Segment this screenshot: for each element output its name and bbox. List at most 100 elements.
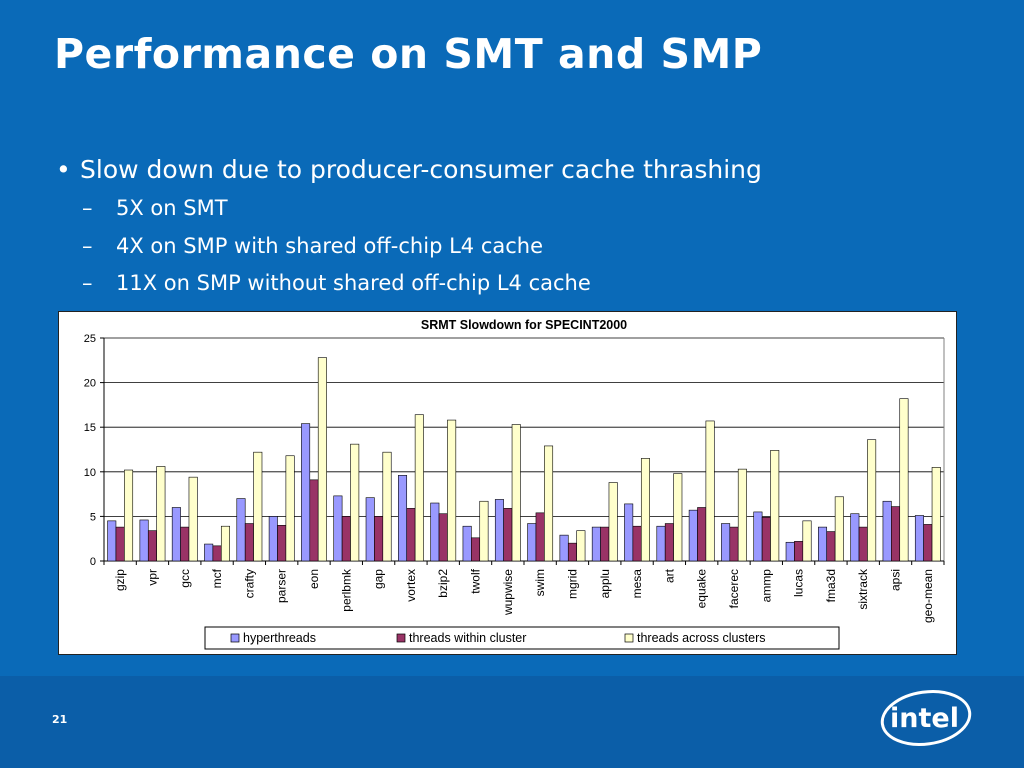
bar-threads-across-clusters: [156, 466, 166, 562]
bar-hyperthreads: [559, 534, 569, 562]
bar-threads-within-cluster: [471, 537, 481, 562]
bar-threads-across-clusters: [220, 525, 230, 562]
bar-hyperthreads: [430, 502, 440, 562]
y-tick-label: 10: [84, 467, 96, 479]
bar-hyperthreads: [365, 497, 375, 562]
legend-swatch: [624, 633, 634, 643]
bar-hyperthreads: [333, 495, 343, 562]
bar-threads-across-clusters: [479, 500, 489, 562]
bar-threads-across-clusters: [382, 451, 392, 562]
x-tick-label: art: [662, 568, 676, 583]
x-tick-label: gcc: [178, 569, 192, 588]
legend-swatch: [396, 633, 406, 643]
bar-threads-across-clusters: [608, 482, 618, 562]
bar-threads-within-cluster: [567, 542, 577, 562]
x-tick-label: equake: [695, 569, 709, 609]
x-tick-label: ammp: [759, 569, 773, 603]
x-tick-label: mcf: [210, 568, 224, 588]
bar-hyperthreads: [688, 509, 698, 562]
x-tick-label: vortex: [404, 569, 418, 602]
bar-threads-across-clusters: [317, 357, 327, 562]
bar-threads-across-clusters: [802, 520, 812, 562]
bar-threads-across-clusters: [737, 468, 747, 562]
bar-hyperthreads: [139, 519, 149, 562]
bar-threads-within-cluster: [600, 526, 610, 562]
bar-threads-within-cluster: [309, 479, 319, 562]
sub-bullet-text: 5X on SMT: [116, 196, 228, 220]
bar-threads-within-cluster: [794, 541, 804, 562]
bar-threads-across-clusters: [447, 419, 457, 562]
x-tick-label: bzip2: [436, 569, 450, 598]
x-tick-label: parser: [275, 569, 289, 603]
x-tick-label: sixtrack: [856, 568, 870, 610]
bar-threads-within-cluster: [729, 526, 739, 562]
bar-threads-across-clusters: [414, 414, 424, 562]
bar-hyperthreads: [268, 516, 278, 562]
dash-icon: –: [82, 234, 93, 258]
bar-threads-across-clusters: [350, 443, 360, 562]
bar-threads-within-cluster: [697, 507, 707, 562]
x-tick-label: wupwise: [501, 569, 515, 616]
dash-icon: –: [82, 196, 93, 220]
bar-threads-within-cluster: [147, 530, 157, 562]
x-tick-label: mgrid: [565, 569, 579, 599]
x-tick-label: facerec: [727, 569, 741, 608]
bar-hyperthreads: [527, 523, 537, 562]
legend-label: threads within cluster: [409, 631, 526, 645]
main-bullet: • Slow down due to producer-consumer cach…: [56, 155, 762, 184]
sub-bullet: –4X on SMP with shared off-chip L4 cache: [82, 234, 543, 258]
logo-text: intel: [890, 703, 959, 734]
bar-threads-within-cluster: [858, 526, 868, 562]
bar-threads-across-clusters: [770, 450, 780, 562]
y-tick-label: 25: [84, 333, 96, 345]
x-tick-label: vpr: [145, 569, 159, 586]
bar-threads-within-cluster: [632, 525, 642, 562]
bar-hyperthreads: [785, 541, 795, 562]
bar-threads-within-cluster: [503, 508, 513, 562]
bar-hyperthreads: [107, 520, 117, 562]
dash-icon: –: [82, 271, 93, 295]
bar-threads-across-clusters: [867, 439, 877, 562]
bar-hyperthreads: [721, 523, 731, 562]
bar-hyperthreads: [656, 525, 666, 562]
x-tick-label: perlbmk: [339, 568, 353, 612]
bar-hyperthreads: [591, 526, 601, 562]
bar-hyperthreads: [818, 526, 828, 562]
x-tick-label: fma3d: [824, 569, 838, 602]
bar-hyperthreads: [301, 423, 311, 562]
main-bullet-text: Slow down due to producer-consumer cache…: [80, 155, 762, 184]
bar-threads-within-cluster: [535, 512, 545, 562]
y-tick-label: 5: [90, 511, 96, 523]
bar-threads-within-cluster: [341, 516, 351, 562]
bar-chart: SRMT Slowdown for SPECINT2000 0 5 10 15 20 25 g…: [84, 318, 945, 650]
sub-bullet-text: 11X on SMP without shared off-chip L4 ca…: [116, 271, 591, 295]
x-tick-label: apsi: [889, 569, 903, 591]
bar-threads-within-cluster: [664, 523, 674, 562]
x-tick-label: applu: [598, 569, 612, 598]
bar-hyperthreads: [462, 525, 472, 562]
bar-threads-within-cluster: [212, 545, 222, 562]
y-tick-label: 15: [84, 422, 96, 434]
legend-label: threads across clusters: [637, 631, 766, 645]
x-tick-label: swim: [533, 569, 547, 596]
x-tick-label: twolf: [469, 568, 483, 593]
sub-bullet: –5X on SMT: [82, 196, 228, 220]
bar-threads-within-cluster: [438, 513, 448, 562]
legend-label: hyperthreads: [243, 631, 316, 645]
bar-threads-within-cluster: [277, 525, 287, 562]
bar-threads-across-clusters: [576, 530, 586, 562]
bar-threads-across-clusters: [899, 398, 909, 562]
bar-threads-within-cluster: [244, 523, 254, 562]
bar-hyperthreads: [236, 498, 246, 562]
bar-threads-within-cluster: [180, 526, 190, 562]
bar-threads-within-cluster: [374, 516, 384, 562]
bar-hyperthreads: [204, 543, 214, 562]
bar-hyperthreads: [398, 475, 408, 562]
bar-hyperthreads: [914, 515, 924, 562]
y-tick-label: 20: [84, 378, 96, 390]
x-tick-label: geo-mean: [921, 569, 935, 623]
slide-title: Performance on SMT and SMP: [54, 30, 763, 78]
bullet-icon: •: [56, 155, 71, 184]
bar-hyperthreads: [624, 503, 634, 562]
footer-band: [0, 676, 1024, 768]
